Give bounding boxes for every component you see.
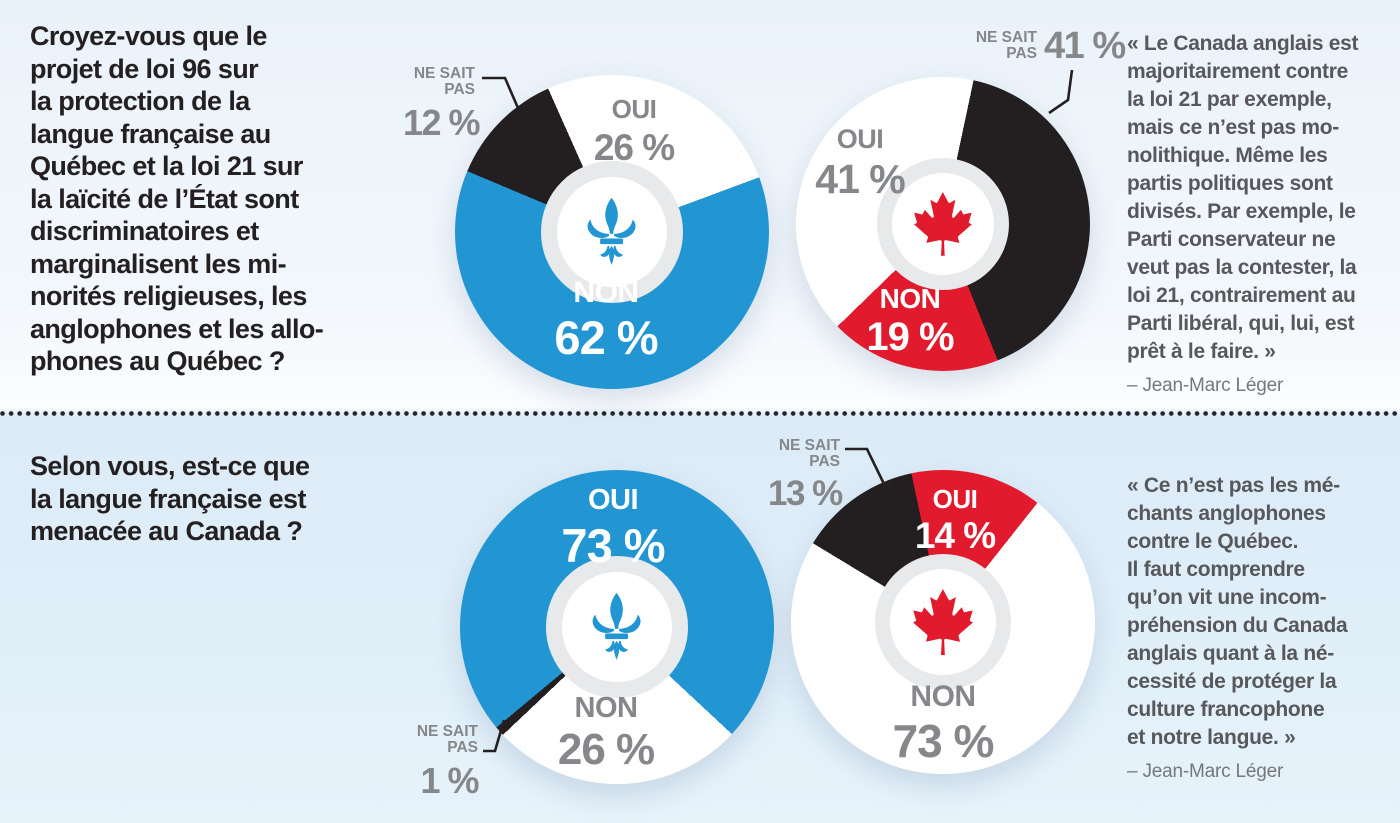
center-hub	[557, 177, 667, 287]
center-hub	[889, 568, 997, 676]
maple-leaf-icon	[913, 589, 974, 655]
quote-2-block: « Ce n’est pas les mé- chants anglophone…	[1127, 472, 1400, 783]
pie-chart-q1-quebec	[455, 75, 769, 389]
callout-ne-sait-pas: NE SAIT PAS 41 %	[975, 25, 1126, 67]
quote-1-attribution: – Jean-Marc Léger	[1127, 375, 1284, 396]
quote-2-attribution: – Jean-Marc Léger	[1127, 761, 1284, 782]
dotted-divider	[0, 411, 1400, 416]
pie-chart-q1-canada	[796, 77, 1090, 371]
slice-label-non: NON 62 %	[554, 276, 658, 364]
slice-label-non: NON 19 %	[866, 283, 954, 359]
pie-chart-q2-quebec	[460, 470, 774, 784]
slice-label-non: NON 73 %	[892, 680, 995, 767]
pointer-line-q1-quebec	[482, 76, 520, 109]
callout-ne-sait-pas: NE SAIT PAS 1 %	[416, 723, 480, 801]
slice-label-oui: OUI 41 %	[815, 124, 905, 202]
center-hub	[891, 172, 995, 276]
callout-ne-sait-pas: NE SAIT PAS 13 %	[768, 437, 843, 513]
pointer-line-q2-canada	[845, 447, 886, 485]
question-1-text: Croyez-vous que le projet de loi 96 sur …	[30, 21, 324, 376]
pie-chart-q2-canada	[791, 470, 1095, 774]
quote-1-block: « Le Canada anglais est majoritairement …	[1127, 30, 1400, 397]
callout-ne-sait-pas: NE SAIT PAS 12 %	[403, 65, 481, 143]
slice-label-oui: OUI 26 %	[593, 94, 675, 168]
fleur-de-lis-icon	[588, 197, 636, 265]
quote-1-text: « Le Canada anglais est majoritairement …	[1127, 32, 1359, 363]
maple-leaf-icon	[913, 192, 973, 256]
question-2-text: Selon vous, est-ce que la langue françai…	[30, 451, 310, 546]
quote-2-text: « Ce n’est pas les mé- chants anglophone…	[1127, 474, 1348, 749]
center-hub	[562, 572, 672, 682]
fleur-de-lis-icon	[593, 592, 641, 660]
slice-label-oui: OUI 73 %	[561, 484, 665, 572]
pointer-line-q1-canada	[1048, 69, 1074, 115]
slice-label-non: NON 26 %	[557, 692, 655, 774]
slice-label-oui: OUI 14 %	[914, 484, 996, 556]
